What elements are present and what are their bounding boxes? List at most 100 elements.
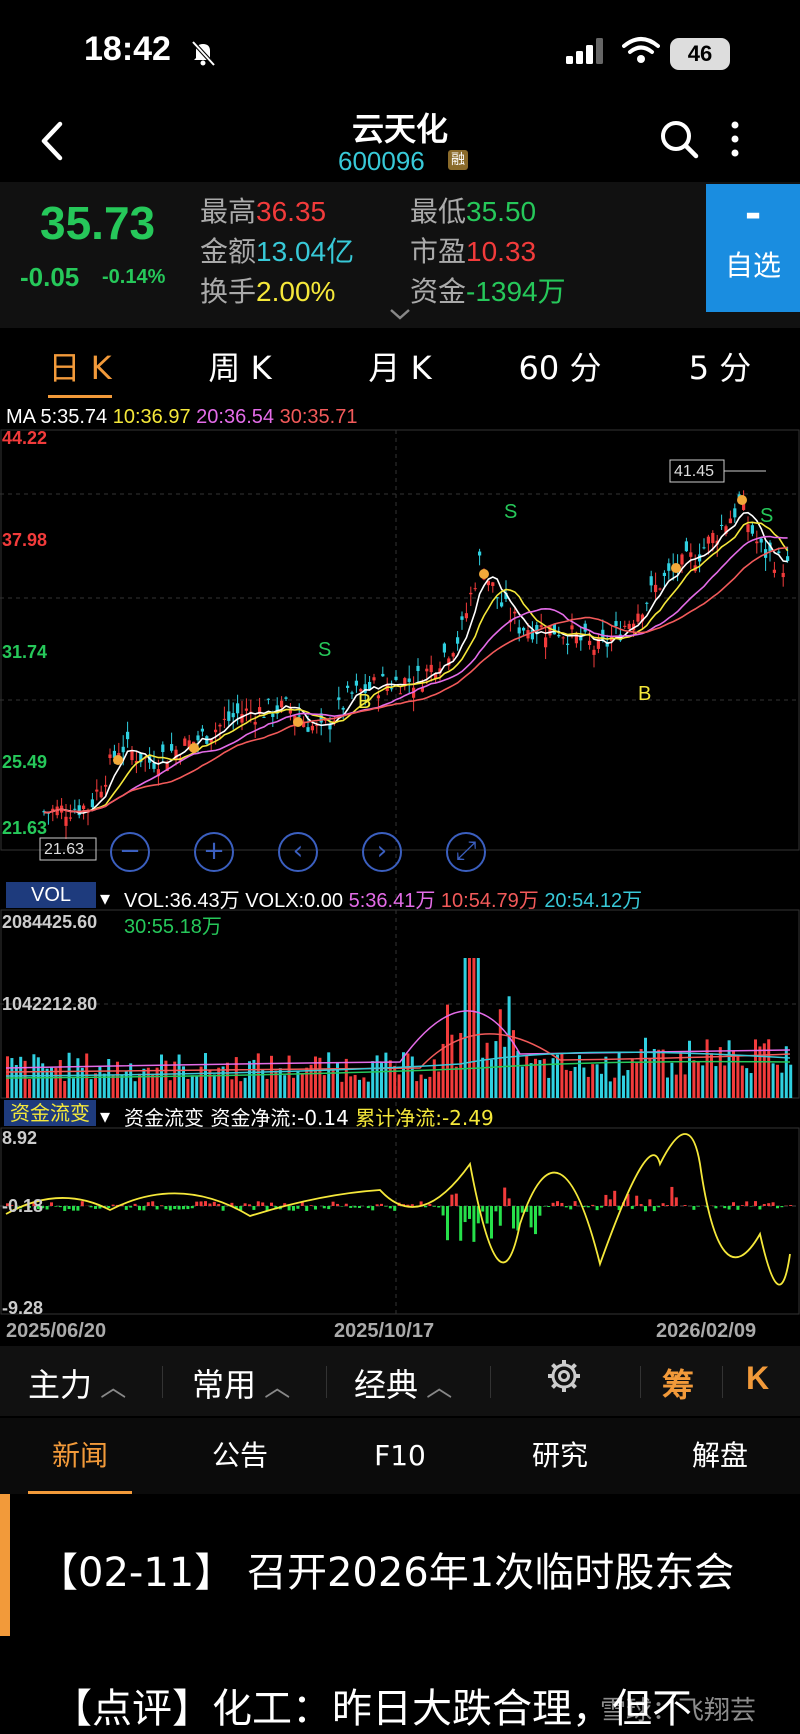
candle-body (491, 582, 495, 586)
tab-news[interactable]: 新闻 (0, 1418, 160, 1494)
candle-body (319, 713, 323, 723)
fund-flow-bar (595, 1206, 599, 1211)
candle-body (596, 638, 600, 649)
volume-bar (639, 1048, 643, 1098)
fund-flow-bar (542, 1206, 546, 1207)
candle-body (548, 625, 552, 636)
volume-bar (388, 1060, 392, 1098)
candle-body (416, 665, 420, 671)
volume-bar (432, 1059, 436, 1098)
fund-flow-bar (520, 1206, 524, 1213)
price-pane-frame (0, 429, 800, 851)
candle-body (513, 611, 517, 614)
volume-bar (270, 1055, 273, 1098)
candle-body (614, 621, 618, 627)
news-item[interactable]: 【02-11】 召开2026年1次临时股东会 (38, 1550, 735, 1596)
fund-flow-bar (740, 1205, 744, 1206)
classic-indicator-menu[interactable]: 经典 ︿ (354, 1366, 453, 1404)
volume-bar (569, 1071, 573, 1098)
fund-flow-bar (151, 1201, 155, 1206)
y-tick-3: 31.74 (2, 642, 48, 662)
fund-flow-bar (10, 1205, 14, 1206)
flow-pane-frame (0, 1127, 800, 1315)
candle-body (398, 693, 402, 695)
fund-flow-bar (485, 1206, 489, 1224)
amount-field: 金额13.04亿 (200, 235, 355, 268)
back-arrow-icon[interactable] (38, 120, 66, 166)
news-item[interactable]: 【点评】化工：昨日大跌合理，但不 (52, 1686, 692, 1732)
fund-flow-indicator-tag[interactable]: 资金流变 (4, 1100, 96, 1126)
volume-bar (23, 1060, 27, 1098)
volume-bar (243, 1077, 247, 1098)
fund-flow-bar (437, 1206, 441, 1208)
common-indicator-menu[interactable]: 常用 ︿ (192, 1366, 291, 1404)
tab-monthly-k[interactable]: 月 K (368, 349, 432, 387)
volume-bar (397, 1074, 401, 1098)
chips-button[interactable]: 筹 (662, 1366, 695, 1404)
volume-bar (41, 1063, 45, 1098)
turnover-field: 换手2.00% (200, 275, 336, 308)
volume-bar (72, 1078, 75, 1098)
fund-flow-bar (305, 1206, 309, 1211)
chevron-down-icon[interactable]: ▾ (100, 1104, 111, 1128)
tab-60min[interactable]: 60 分 (518, 349, 602, 387)
fund-flow-bar (560, 1202, 564, 1206)
tab-research[interactable]: 研究 (531, 1439, 588, 1472)
fund-flow-legend: 资金流变 ▾ 资金流变 资金净流:-0.14 累计净流:-2.49 (0, 1100, 800, 1130)
volume-bar (349, 1076, 353, 1098)
tab-daily-k[interactable]: 日 K (0, 328, 160, 404)
main-indicator-menu[interactable]: 主力 ︿ (28, 1366, 127, 1404)
candle-body (649, 576, 653, 586)
zoom-in-icon[interactable]: + (194, 832, 234, 872)
fund-flow-bar (780, 1206, 784, 1208)
candle-body (425, 668, 429, 672)
settings-gear-icon[interactable] (546, 1358, 582, 1402)
candle-body (275, 705, 279, 714)
pan-left-icon[interactable]: ‹ (278, 832, 318, 872)
period-tabs: 日 K 周 K 月 K 60 分 5 分 (0, 328, 800, 404)
tab-f10[interactable]: F10 (374, 1439, 426, 1472)
volume-bar (542, 1058, 546, 1098)
pe-field: 市盈10.33 (410, 235, 537, 268)
volume-bar (6, 1056, 9, 1098)
pan-right-icon[interactable]: › (362, 832, 402, 872)
candle-body (658, 588, 662, 590)
volume-bar (617, 1052, 621, 1098)
candle-body (759, 538, 763, 543)
volume-bar (155, 1067, 159, 1098)
watchlist-button[interactable]: - 自选 (706, 184, 800, 312)
volume-bar (428, 1076, 432, 1098)
fund-flow-bar (36, 1206, 40, 1210)
search-icon[interactable] (658, 118, 700, 164)
expand-chevron-icon[interactable] (388, 306, 412, 325)
event-marker-icon (293, 717, 303, 727)
kline-chart-area[interactable]: 41.45 21.63 S S S B B MA 5:35.74 10:36.97 20:3… (0, 404, 800, 1346)
mute-bell-icon (188, 38, 218, 72)
tab-5min[interactable]: 5 分 (688, 349, 752, 387)
volume-bar (560, 1053, 564, 1098)
chevron-down-icon[interactable]: ▾ (100, 888, 111, 910)
volume-bar (534, 1058, 537, 1098)
volume-bar (789, 1064, 793, 1098)
fund-flow-bar (608, 1199, 612, 1206)
volume-bar (217, 1067, 221, 1098)
tab-announcements[interactable]: 公告 (211, 1439, 268, 1472)
news-highlight-bar (0, 1494, 10, 1636)
candle-body (302, 721, 306, 728)
event-marker-icon (113, 755, 123, 765)
candle-body (306, 727, 310, 732)
fullscreen-icon[interactable]: ⤢ (446, 832, 486, 872)
tab-analysis[interactable]: 解盘 (691, 1439, 748, 1472)
volume-indicator-tag[interactable]: VOL (6, 882, 96, 908)
volume-bar (138, 1073, 141, 1098)
fund-flow-bar (195, 1201, 199, 1206)
zoom-out-icon[interactable]: − (110, 832, 150, 872)
volume-bar (336, 1062, 339, 1098)
more-vertical-icon[interactable] (728, 118, 742, 164)
tab-weekly-k[interactable]: 周 K (208, 349, 272, 387)
fund-flow-bar (63, 1206, 67, 1211)
k-button[interactable]: K (746, 1360, 770, 1396)
candle-body (363, 684, 367, 693)
fund-flow-bar (45, 1206, 49, 1210)
fund-flow-bar (221, 1206, 225, 1211)
